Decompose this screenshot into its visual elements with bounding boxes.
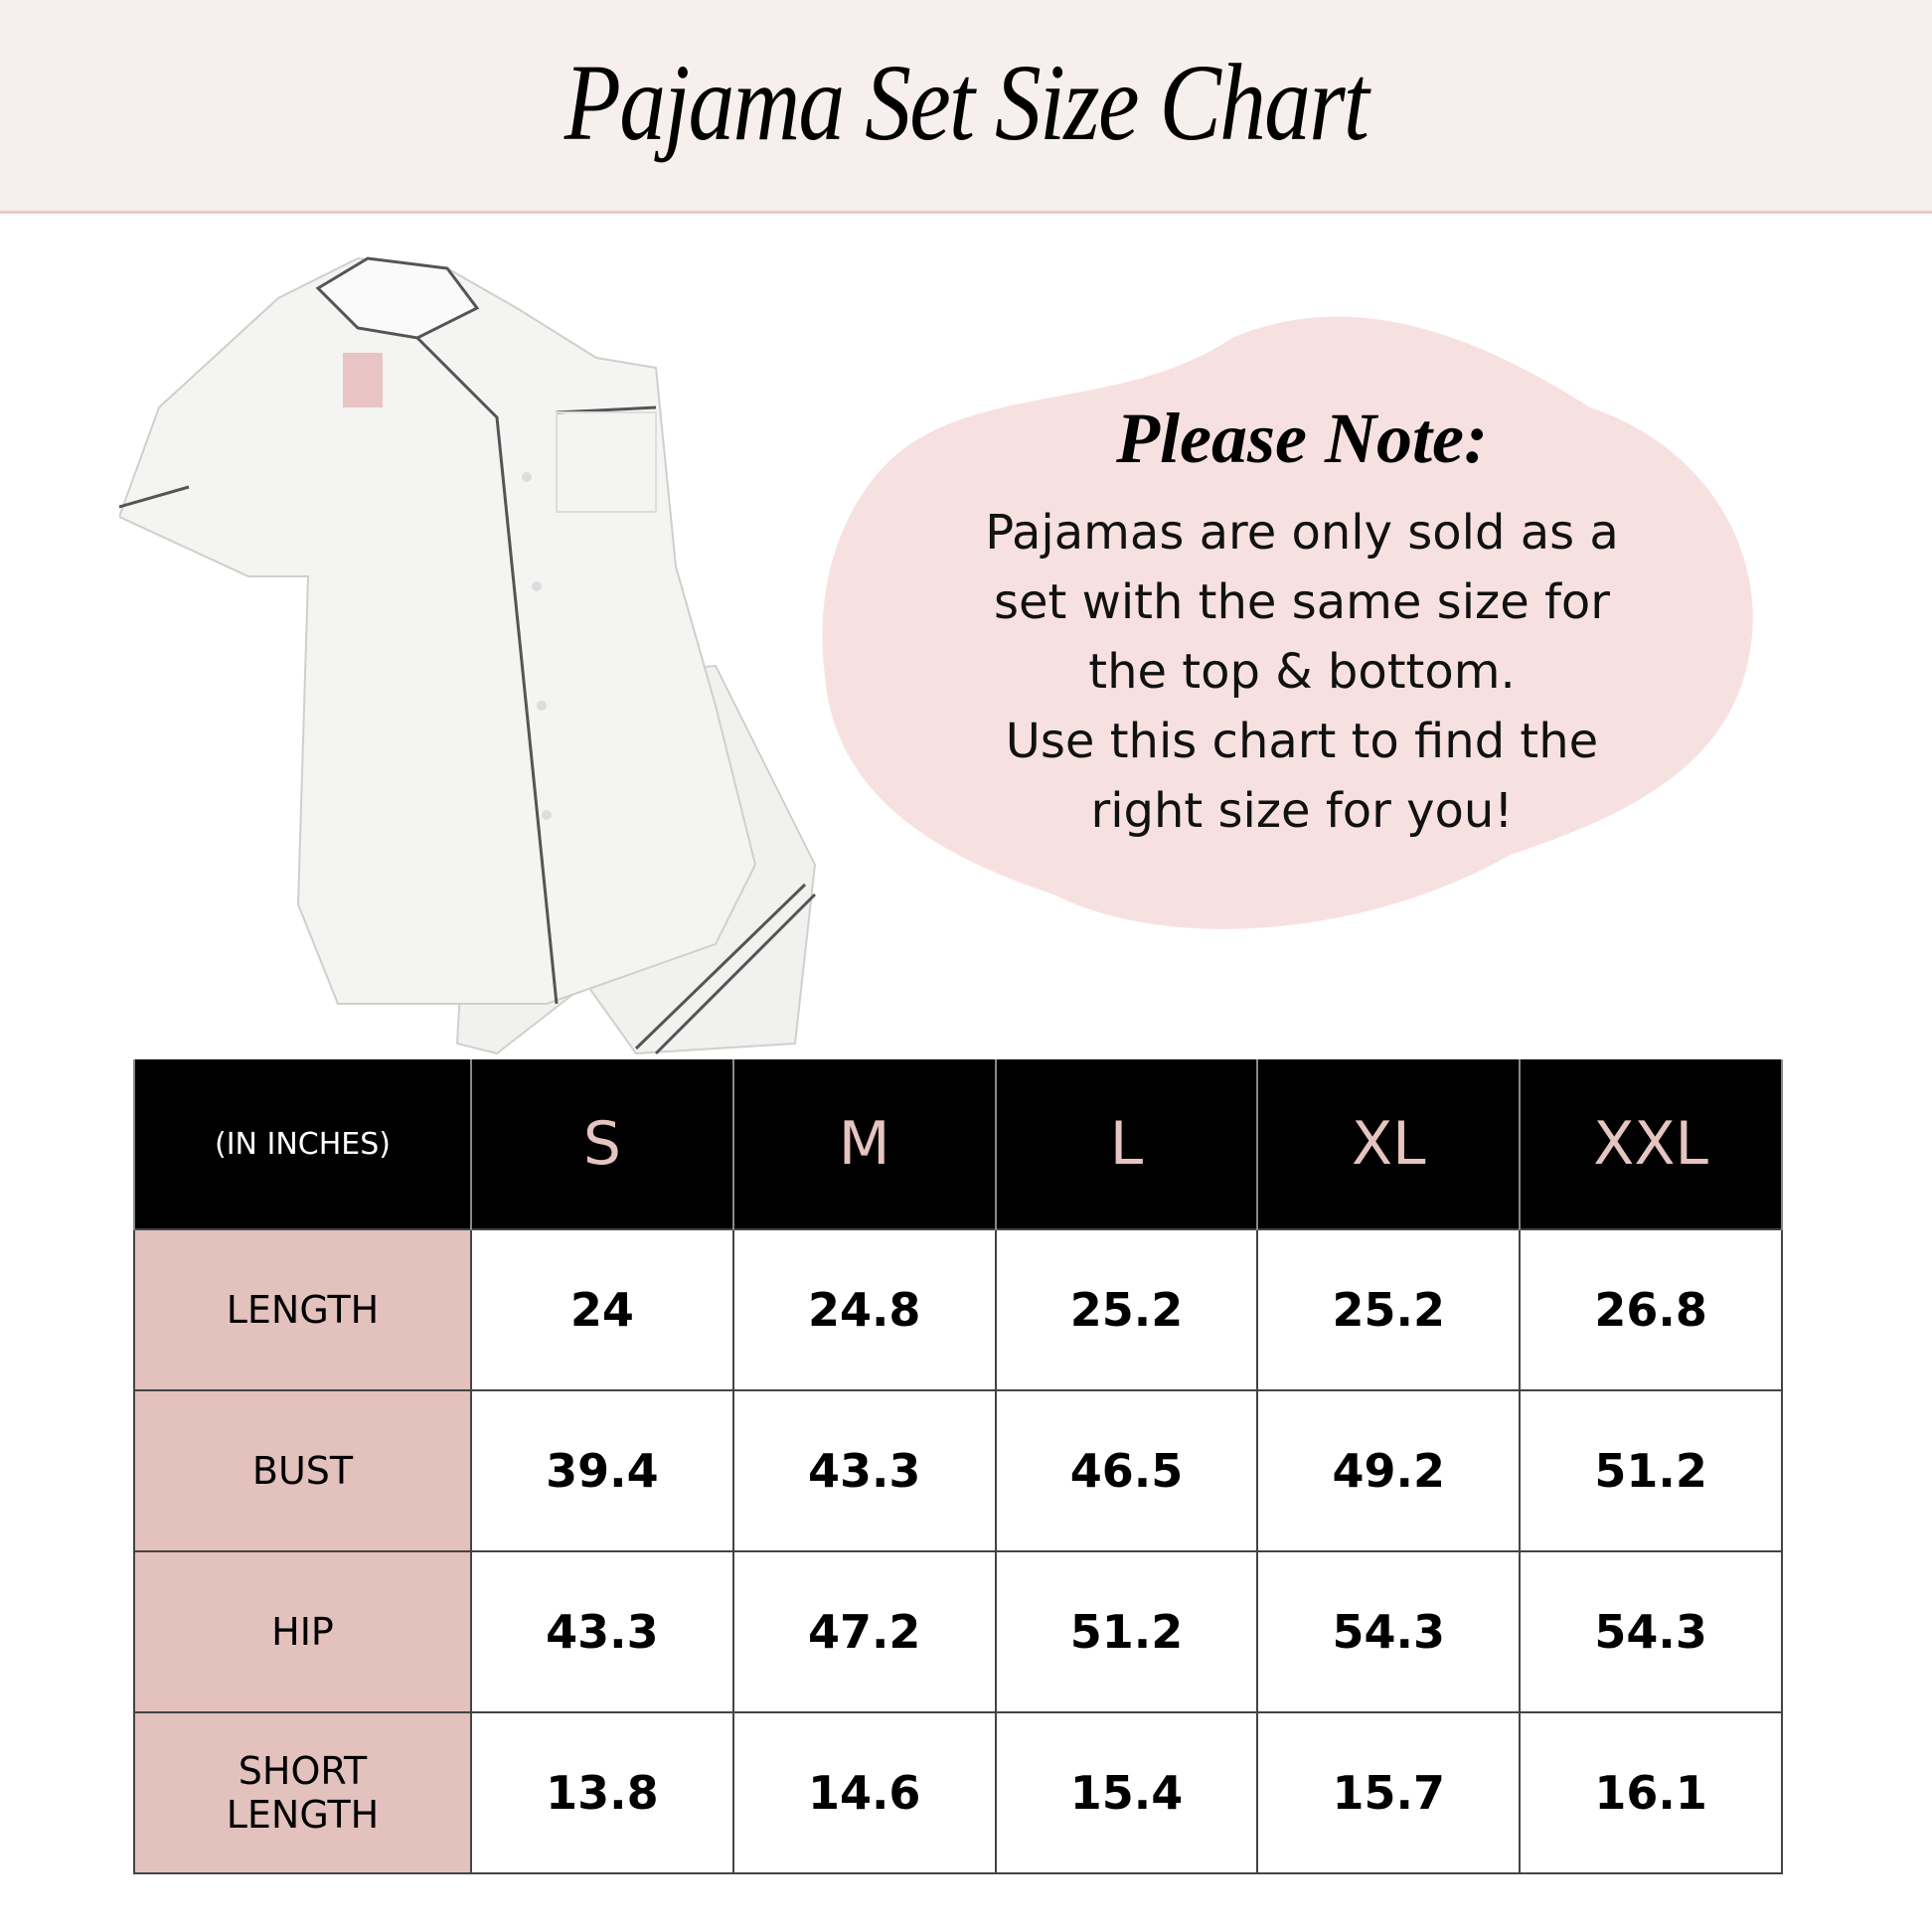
- table-cell: 24.8: [731, 1228, 997, 1391]
- size-header: S: [470, 1059, 734, 1229]
- note-line: the top & bottom.: [1088, 644, 1516, 700]
- note-line: Use this chart to find the: [1005, 714, 1599, 769]
- table-cell: 24: [470, 1228, 734, 1391]
- size-header: XXL: [1519, 1059, 1783, 1229]
- row-label: SHORT LENGTH: [133, 1711, 472, 1874]
- size-header: XL: [1256, 1059, 1522, 1229]
- table-row: LENGTH 24 24.8 25.2 25.2 26.8: [133, 1228, 1783, 1391]
- size-header: L: [994, 1059, 1259, 1229]
- row-label: HIP: [133, 1550, 472, 1713]
- row-label: BUST: [133, 1389, 472, 1552]
- size-header: M: [731, 1059, 997, 1229]
- note-line: right size for you!: [1090, 783, 1514, 839]
- unit-label: (IN INCHES): [133, 1059, 472, 1229]
- table-cell: 43.3: [470, 1550, 734, 1713]
- table-cell: 16.1: [1519, 1711, 1783, 1874]
- header-band: [0, 0, 1932, 214]
- table-cell: 15.7: [1256, 1711, 1522, 1874]
- table-row: BUST 39.4 43.3 46.5 49.2 51.2: [133, 1389, 1783, 1552]
- table-cell: 49.2: [1256, 1389, 1522, 1552]
- table-row: HIP 43.3 47.2 51.2 54.3 54.3: [133, 1550, 1783, 1713]
- size-chart-table: (IN INCHES) S M L XL XXL LENGTH 24 24.8 …: [133, 1059, 1783, 1874]
- row-label: LENGTH: [133, 1228, 472, 1391]
- table-cell: 46.5: [994, 1389, 1259, 1552]
- pajama-set-image: [119, 256, 817, 1055]
- table-cell: 39.4: [470, 1389, 734, 1552]
- table-cell: 43.3: [731, 1389, 997, 1552]
- table-cell: 14.6: [731, 1711, 997, 1874]
- table-cell: 54.3: [1256, 1550, 1522, 1713]
- table-cell: 13.8: [470, 1711, 734, 1874]
- note-line: Pajamas are only sold as a: [985, 505, 1619, 561]
- table-cell: 51.2: [1519, 1389, 1783, 1552]
- table-cell: 25.2: [1256, 1228, 1522, 1391]
- table-cell: 47.2: [731, 1550, 997, 1713]
- table-cell: 54.3: [1519, 1550, 1783, 1713]
- table-cell: 26.8: [1519, 1228, 1783, 1391]
- table-cell: 15.4: [994, 1711, 1259, 1874]
- table-cell: 51.2: [994, 1550, 1259, 1713]
- note-line: set with the same size for: [993, 574, 1611, 630]
- note-title: Please Note:: [1116, 399, 1488, 478]
- table-cell: 25.2: [994, 1228, 1259, 1391]
- table-header-row: (IN INCHES) S M L XL XXL: [133, 1059, 1783, 1229]
- table-row: SHORT LENGTH 13.8 14.6 15.4 15.7 16.1: [133, 1711, 1783, 1874]
- page-title: Pajama Set Size Chart: [564, 42, 1369, 163]
- watercolor-blob: [822, 316, 1753, 929]
